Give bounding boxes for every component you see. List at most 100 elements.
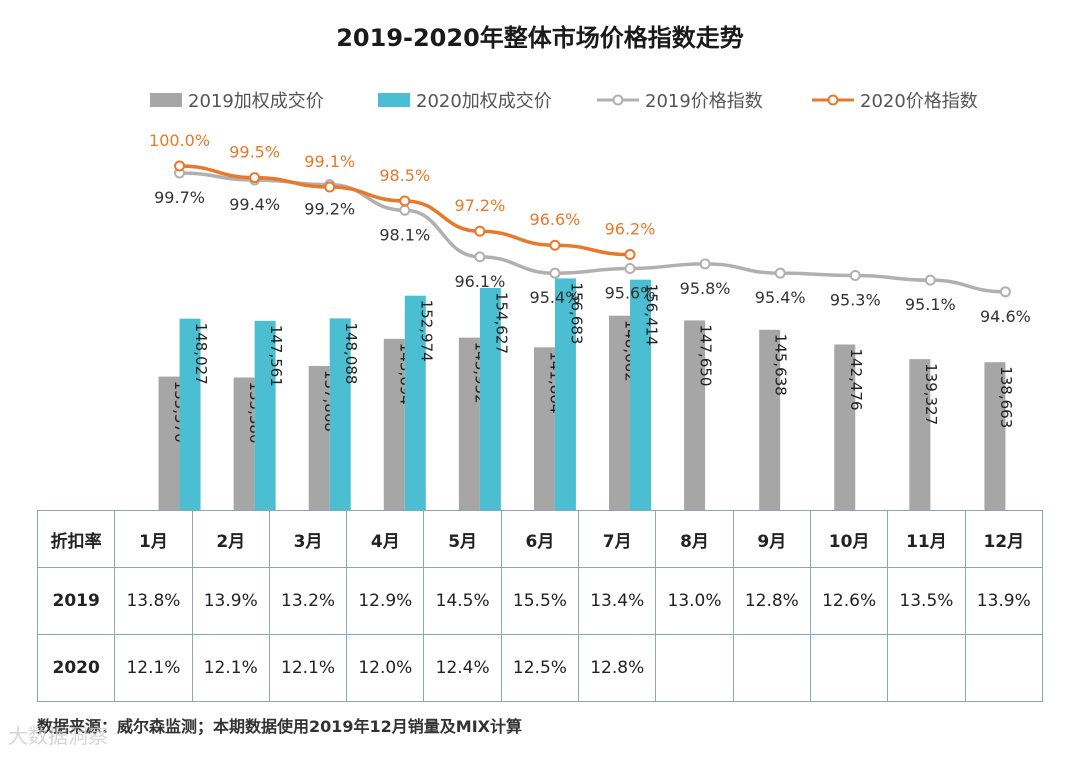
table-col-header: 11月 <box>887 510 966 568</box>
table-cell: 12.6% <box>809 567 889 635</box>
table-col-header: 1月 <box>114 510 193 568</box>
bar-2019-m2 <box>233 377 255 510</box>
table-cell: 13.0% <box>655 567 734 635</box>
table-cell: 13.2% <box>268 567 348 635</box>
index-label-2020-m5: 97.2% <box>454 196 505 215</box>
index-label-2019-m9: 95.4% <box>755 288 806 307</box>
bar-label-2020-m6: 156,683 <box>567 282 585 344</box>
bar-2019-m5 <box>458 337 480 510</box>
discount-rate-table: 折扣率 1月 2月 3月 4月 5月 6月 7月 8月 9月 10月 11月 12月 2019 13.… <box>36 510 1044 702</box>
chart-title: 2019-2020年整体市场价格指数走势 <box>336 24 744 52</box>
table-col-header: 2月 <box>191 510 270 568</box>
bar-2019-m7 <box>609 315 631 510</box>
index-line-2019 <box>179 171 1006 294</box>
table-cell: 13.9% <box>191 567 270 635</box>
table-cell <box>887 634 966 702</box>
table-col-header: 3月 <box>268 510 348 568</box>
table-col-header: 10月 <box>809 510 889 568</box>
bar-2019-m1 <box>158 376 180 510</box>
legend-swatch-2 <box>378 93 410 107</box>
legend-label-2: 2020加权成交价 <box>416 91 552 112</box>
source-note: 数据来源：威尔森监测；本期数据使用2019年12月销量及MIX计算 <box>37 717 523 736</box>
table-col-header: 8月 <box>655 510 734 568</box>
bar-label-2019-m11: 139,327 <box>922 363 940 425</box>
table-row-2019: 2019 13.8% 13.9% 13.2% 12.9% 14.5% 15.5% 13.4%… <box>36 567 1044 635</box>
legend-marker-3 <box>612 94 624 106</box>
table-cell: 12.5% <box>500 634 580 702</box>
legend-label-4: 2020价格指数 <box>860 91 978 112</box>
index-label-2019-m11: 95.1% <box>905 295 956 314</box>
index-point-2019-m6 <box>549 267 561 279</box>
legend-label-1: 2019加权成交价 <box>188 91 324 112</box>
index-label-2019-m4: 98.1% <box>379 225 430 244</box>
bar-2020-m7 <box>630 279 652 510</box>
table-header-row: 折扣率 1月 2月 3月 4月 5月 6月 7月 8月 9月 10月 11月 12月 <box>36 510 1044 568</box>
legend-marker-4 <box>827 94 839 106</box>
bar-label-2020-m1: 148,027 <box>192 323 210 385</box>
index-label-2019-m5: 96.1% <box>454 272 505 291</box>
index-label-2019-m12: 94.6% <box>980 307 1031 326</box>
index-point-2020-m6 <box>549 239 561 251</box>
table-cell: 14.5% <box>423 567 502 635</box>
table-col-header: 9月 <box>732 510 811 568</box>
index-point-2019-m8 <box>699 258 711 270</box>
index-point-2020-m1 <box>174 160 186 172</box>
table-col-header: 7月 <box>578 510 657 568</box>
bar-2019-m10 <box>834 344 856 510</box>
bar-2020-m2 <box>254 320 276 510</box>
table-cell: 12.8% <box>578 634 657 702</box>
legend-swatch-1 <box>150 93 182 107</box>
watermark-logo: 大数据洞察 <box>8 724 108 748</box>
table-cell <box>655 634 734 702</box>
index-point-2019-m11 <box>924 274 936 286</box>
table-col-header: 12月 <box>964 510 1044 568</box>
bar-label-2020-m2: 147,561 <box>267 325 285 387</box>
table-cell: 12.1% <box>191 634 270 702</box>
bar-2020-m5 <box>479 287 501 510</box>
table-cell: 15.5% <box>500 567 580 635</box>
bar-2019-m6 <box>533 347 555 510</box>
index-point-2019-m7 <box>624 263 636 275</box>
bar-2020-m4 <box>404 295 426 510</box>
table-col-header: 4月 <box>346 510 425 568</box>
bar-2019-m4 <box>383 338 405 510</box>
index-point-2019-m9 <box>774 267 786 279</box>
index-label-2019-m7: 95.6% <box>605 284 656 303</box>
table-cell <box>732 634 811 702</box>
table-cell: 13.8% <box>114 567 193 635</box>
index-label-2020-m3: 99.1% <box>304 152 355 171</box>
table-cell: 13.9% <box>964 567 1044 635</box>
bar-label-2020-m5: 154,627 <box>492 292 510 354</box>
index-point-2020-m4 <box>399 195 411 207</box>
index-point-2019-m4 <box>399 204 411 216</box>
index-point-2019-m10 <box>849 270 861 282</box>
index-point-2020-m7 <box>624 249 636 261</box>
index-point-2020-m2 <box>249 172 261 184</box>
index-label-2019-m1: 99.7% <box>154 188 205 207</box>
row-label-2019: 2019 <box>36 567 116 635</box>
index-label-2019-m2: 99.4% <box>229 195 280 214</box>
table-header-label: 折扣率 <box>36 510 116 568</box>
bar-label-2020-m7: 156,414 <box>643 284 661 346</box>
bar-2019-m8 <box>684 320 706 510</box>
index-label-2019-m8: 95.8% <box>680 279 731 298</box>
index-label-2020-m6: 96.6% <box>530 210 581 229</box>
index-point-2019-m12 <box>999 286 1011 298</box>
table-cell <box>964 634 1044 702</box>
bar-2019-m11 <box>909 359 931 510</box>
row-label-2020: 2020 <box>36 634 116 702</box>
index-label-2019-m3: 99.2% <box>304 200 355 219</box>
bar-2019-m12 <box>984 362 1006 510</box>
table-cell: 12.0% <box>346 634 425 702</box>
index-point-2019-m5 <box>474 251 486 263</box>
table-cell: 12.9% <box>346 567 425 635</box>
index-label-2020-m4: 98.5% <box>379 166 430 185</box>
table-cell <box>809 634 889 702</box>
table-col-header: 6月 <box>500 510 580 568</box>
index-label-2019-m10: 95.3% <box>830 291 881 310</box>
bar-2020-m1 <box>179 318 201 510</box>
index-label-2019-m6: 95.4% <box>530 288 581 307</box>
table-cell: 13.4% <box>578 567 657 635</box>
table-cell: 12.1% <box>114 634 193 702</box>
bar-label-2020-m4: 152,974 <box>417 300 435 362</box>
